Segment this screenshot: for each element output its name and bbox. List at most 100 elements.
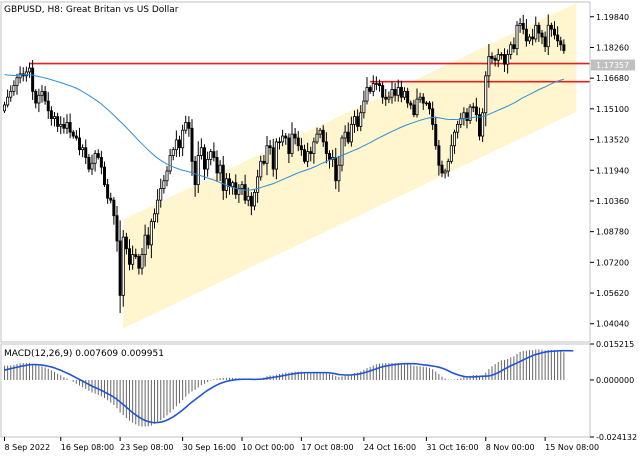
candle bbox=[515, 21, 519, 56]
candle-body-bull bbox=[156, 199, 160, 215]
candle bbox=[431, 101, 435, 130]
candle-body-bull bbox=[471, 106, 475, 109]
candle bbox=[12, 80, 16, 96]
candle-body-bear bbox=[34, 90, 38, 104]
candle-body-bear bbox=[302, 149, 306, 162]
candle bbox=[437, 140, 441, 176]
candle bbox=[340, 135, 344, 172]
candle-body-bear bbox=[381, 85, 385, 98]
candle bbox=[156, 189, 160, 223]
candle bbox=[418, 92, 422, 103]
candle-body-bear bbox=[399, 87, 403, 98]
candle bbox=[446, 158, 450, 177]
candle bbox=[337, 155, 341, 192]
candle bbox=[443, 168, 447, 179]
candle-body-bull bbox=[509, 44, 513, 55]
candle-body-bear bbox=[78, 137, 82, 151]
candle bbox=[271, 138, 275, 177]
candle bbox=[374, 76, 378, 91]
macd-plot-frame bbox=[0, 343, 591, 438]
candle bbox=[162, 175, 166, 194]
candle bbox=[168, 148, 172, 175]
candle-body-bull bbox=[290, 133, 294, 154]
candle-body-bear bbox=[190, 127, 194, 162]
candle bbox=[549, 22, 553, 37]
candle bbox=[521, 14, 525, 35]
candle-body-bear bbox=[465, 112, 469, 121]
candle bbox=[537, 22, 541, 43]
candle bbox=[534, 16, 538, 43]
candle bbox=[78, 127, 82, 156]
candle bbox=[553, 21, 557, 40]
candle bbox=[171, 147, 175, 161]
candle bbox=[243, 174, 247, 204]
candle-body-bull bbox=[165, 170, 169, 182]
candle-body-bear bbox=[84, 147, 88, 158]
candle-body-bull bbox=[6, 96, 10, 106]
candle bbox=[249, 192, 253, 216]
candle-body-bear bbox=[556, 34, 560, 42]
candle bbox=[140, 248, 144, 275]
candle-body-bull bbox=[349, 124, 353, 143]
candle bbox=[306, 142, 310, 168]
candle-body-bear bbox=[437, 145, 441, 166]
candle bbox=[452, 129, 456, 154]
candle-body-bear bbox=[115, 215, 119, 242]
candle-body-bull bbox=[246, 195, 250, 201]
candle-body-bear bbox=[71, 131, 75, 137]
candle-body-bull bbox=[418, 96, 422, 100]
candle-body-bull bbox=[9, 90, 13, 98]
candle bbox=[149, 218, 153, 259]
candle bbox=[256, 169, 260, 203]
candle-body-bull bbox=[181, 129, 185, 149]
candle-body-bull bbox=[121, 236, 125, 296]
candle bbox=[196, 141, 200, 193]
candle-body-bull bbox=[352, 116, 356, 125]
candle-body-bear bbox=[215, 157, 219, 174]
date-axis-label: 8 Nov 00:00 bbox=[486, 443, 535, 452]
candle-body-bull bbox=[402, 90, 406, 98]
candle-body-bull bbox=[515, 24, 519, 50]
candle bbox=[240, 181, 244, 195]
candle bbox=[562, 39, 566, 54]
candle-body-bull bbox=[371, 83, 375, 92]
candle bbox=[390, 81, 394, 104]
candle-body-bear bbox=[118, 240, 122, 296]
candle-body-bear bbox=[262, 160, 266, 164]
candle bbox=[309, 146, 313, 162]
candle-body-bear bbox=[356, 116, 360, 127]
candle bbox=[46, 92, 50, 119]
candle bbox=[546, 14, 550, 56]
candle bbox=[37, 88, 41, 113]
macd-plot-area bbox=[4, 349, 574, 427]
candle bbox=[118, 220, 122, 314]
candle-body-bear bbox=[537, 24, 541, 34]
candle bbox=[509, 41, 513, 60]
candle-body-bull bbox=[534, 24, 538, 40]
candle-body-bear bbox=[227, 178, 231, 187]
candle bbox=[531, 28, 535, 46]
candle-body-bear bbox=[31, 67, 35, 92]
candle-body-bear bbox=[493, 57, 497, 61]
candle-body-bear bbox=[293, 133, 297, 139]
candle bbox=[246, 187, 250, 207]
candle bbox=[381, 82, 385, 104]
candle-body-bull bbox=[184, 122, 188, 131]
candle-body-bull bbox=[481, 112, 485, 137]
candle bbox=[312, 137, 316, 164]
candle-body-bull bbox=[281, 135, 285, 143]
candle-body-bull bbox=[168, 155, 172, 172]
candle bbox=[371, 75, 375, 97]
candle bbox=[24, 66, 28, 82]
candle bbox=[99, 150, 103, 175]
price-axis-label: 1.15100 bbox=[596, 105, 629, 114]
candle bbox=[559, 36, 563, 51]
candle-body-bull bbox=[81, 147, 85, 151]
candle-body-bull bbox=[218, 164, 222, 174]
candle-body-bull bbox=[131, 254, 135, 265]
candle bbox=[556, 26, 560, 48]
candle-body-bull bbox=[3, 104, 7, 112]
candle-body-bull bbox=[152, 213, 156, 222]
candle bbox=[252, 189, 256, 211]
